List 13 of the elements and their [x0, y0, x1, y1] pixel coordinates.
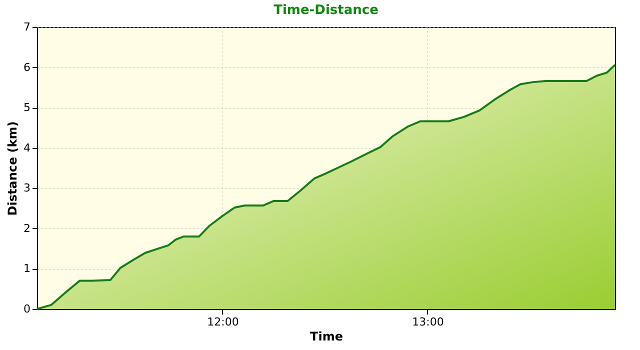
y-tick-label: 6: [24, 60, 30, 74]
x-axis-title: Time: [310, 330, 343, 344]
y-tick-label: 2: [24, 222, 30, 235]
y-tick-label: 1: [24, 262, 30, 276]
x-tick-label: 13:00: [412, 316, 444, 328]
y-axis-title: Distance (km): [6, 121, 20, 216]
x-tick-label: 12:00: [207, 316, 239, 328]
y-tick-label: 3: [24, 182, 30, 195]
y-tick-label: 5: [24, 101, 30, 114]
y-tick-label: 0: [24, 302, 30, 316]
y-tick-label: 4: [24, 141, 30, 154]
y-tick-label: 7: [24, 20, 30, 34]
chart-title: Time-Distance: [274, 3, 379, 18]
